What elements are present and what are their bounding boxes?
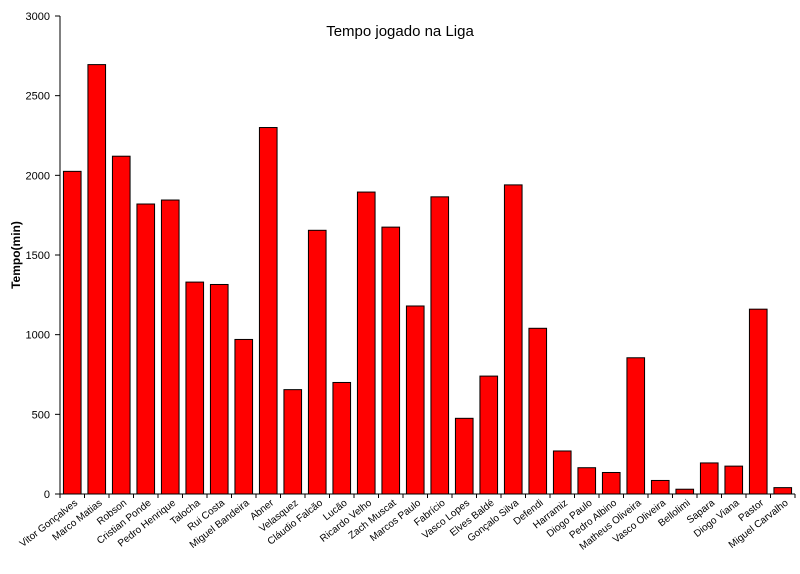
- bar: [160, 199, 180, 495]
- bar: [650, 479, 670, 495]
- bar: [283, 389, 303, 495]
- bar: [258, 127, 278, 495]
- bar: [332, 381, 352, 495]
- bar: [209, 283, 229, 495]
- bar: [381, 226, 401, 495]
- y-tick-label: 1500: [26, 250, 50, 262]
- bar: [111, 155, 131, 495]
- bar: [601, 471, 621, 495]
- y-tick-label: 3000: [26, 11, 50, 23]
- y-tick-label: 500: [32, 409, 50, 421]
- bar: [699, 462, 719, 495]
- bar: [307, 229, 327, 495]
- bar: [87, 64, 107, 495]
- bar: [577, 467, 597, 495]
- bar: [675, 488, 695, 495]
- bar: [528, 327, 548, 495]
- y-tick-label: 1000: [26, 330, 50, 342]
- bar: [724, 465, 744, 495]
- bars: [62, 64, 793, 495]
- bar: [503, 184, 523, 495]
- bar: [62, 170, 82, 495]
- y-axis-label: Tempo(min): [9, 221, 23, 289]
- bar: [234, 338, 254, 495]
- y-axis: 0 500 1000 1500 2000 2500 3000: [26, 11, 61, 501]
- bar: [356, 191, 376, 495]
- bar: [185, 281, 205, 495]
- bar: [405, 305, 425, 495]
- y-tick-label: 2500: [26, 91, 50, 103]
- bar: [430, 196, 450, 495]
- y-tick-label: 0: [44, 489, 50, 501]
- bar: [552, 450, 572, 495]
- bar: [454, 417, 474, 495]
- bar: [773, 487, 793, 495]
- bar: [748, 308, 768, 495]
- y-tick-label: 2000: [26, 170, 50, 182]
- bar: [136, 203, 156, 495]
- chart-title: Tempo jogado na Liga: [326, 23, 474, 40]
- bar: [626, 357, 646, 495]
- bar: [479, 375, 499, 495]
